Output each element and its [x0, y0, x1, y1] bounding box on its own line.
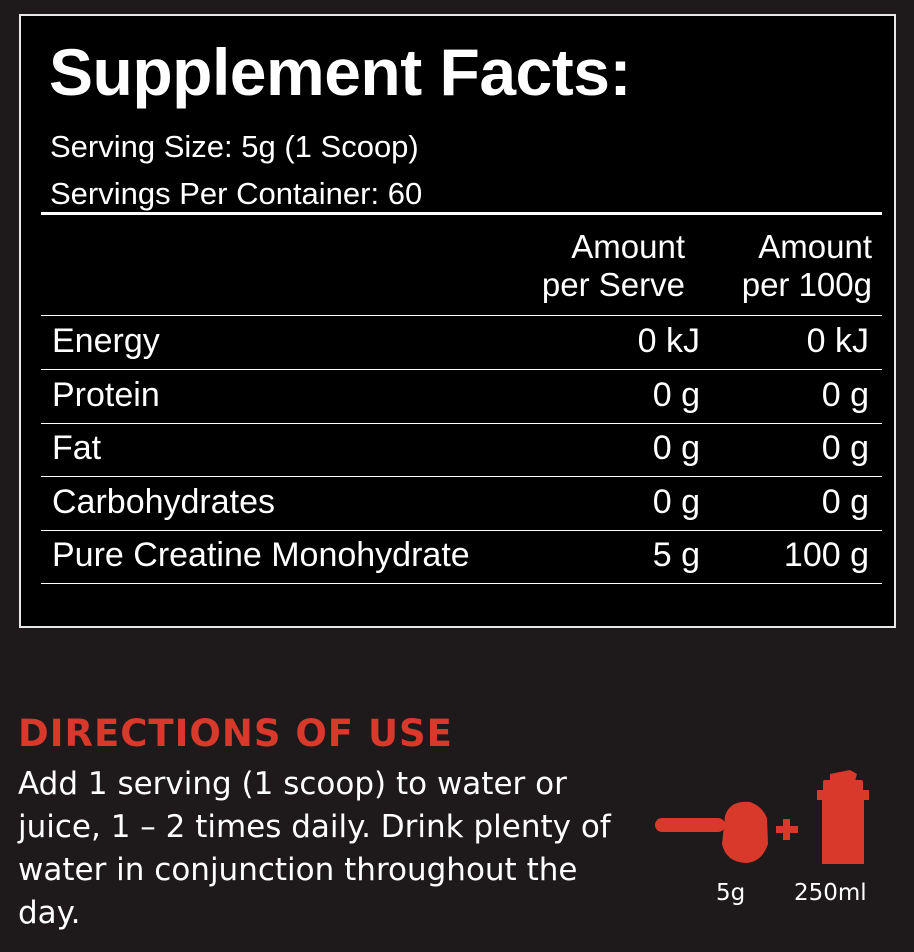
- nutrient-name: Protein: [52, 375, 160, 414]
- scoop-icon: [655, 801, 768, 863]
- header-line: Amount: [758, 228, 872, 265]
- column-header-per-serve: Amount per Serve: [542, 228, 685, 304]
- divider: [41, 315, 882, 316]
- nutrient-name: Carbohydrates: [52, 482, 276, 521]
- nutrient-name: Pure Creatine Monohydrate: [52, 536, 470, 574]
- table-row: Pure Creatine Monohydrate 5 g 100 g: [41, 530, 882, 584]
- header-line: per 100g: [741, 266, 872, 303]
- nutrient-name: Energy: [52, 322, 160, 360]
- table-row: Energy 0 kJ 0 kJ: [41, 316, 882, 370]
- servings-per-container: Servings Per Container: 60: [50, 176, 423, 211]
- header-line: per Serve: [541, 266, 685, 303]
- table-row: Fat 0 g 0 g: [41, 423, 882, 477]
- column-header-per-100g: Amount per 100g: [742, 228, 872, 304]
- scoop-amount-label: 5g: [716, 880, 746, 906]
- header-line: Amount: [571, 228, 685, 265]
- supplement-facts-panel: Supplement Facts: Serving Size: 5g (1 Sc…: [19, 14, 896, 628]
- amount-per-100g: 0 g: [821, 482, 869, 521]
- amount-per-serve: 0 g: [652, 482, 700, 521]
- water-amount-label: 250ml: [794, 880, 867, 906]
- amount-per-serve: 5 g: [652, 536, 700, 574]
- directions-body: Add 1 serving (1 scoop) to water or juic…: [18, 766, 611, 931]
- amount-per-serve: 0 g: [652, 429, 700, 467]
- amount-per-serve: 0 g: [652, 375, 700, 414]
- directions-heading: DIRECTIONS OF USE: [18, 712, 453, 755]
- usage-illustration: [655, 770, 869, 864]
- facts-title: Supplement Facts:: [49, 35, 631, 109]
- divider: [41, 212, 882, 215]
- plus-icon: [776, 819, 798, 840]
- amount-per-100g: 0 g: [821, 429, 869, 467]
- amount-per-serve: 0 kJ: [637, 322, 700, 360]
- amount-per-100g: 0 kJ: [806, 322, 869, 360]
- amount-per-100g: 0 g: [821, 375, 869, 414]
- shaker-icon: [817, 770, 869, 864]
- amount-per-100g: 100 g: [783, 536, 869, 574]
- table-row: Carbohydrates 0 g 0 g: [41, 477, 882, 531]
- nutrient-name: Fat: [52, 429, 102, 467]
- table-row: Protein 0 g 0 g: [41, 370, 882, 424]
- serving-size: Serving Size: 5g (1 Scoop): [50, 129, 419, 164]
